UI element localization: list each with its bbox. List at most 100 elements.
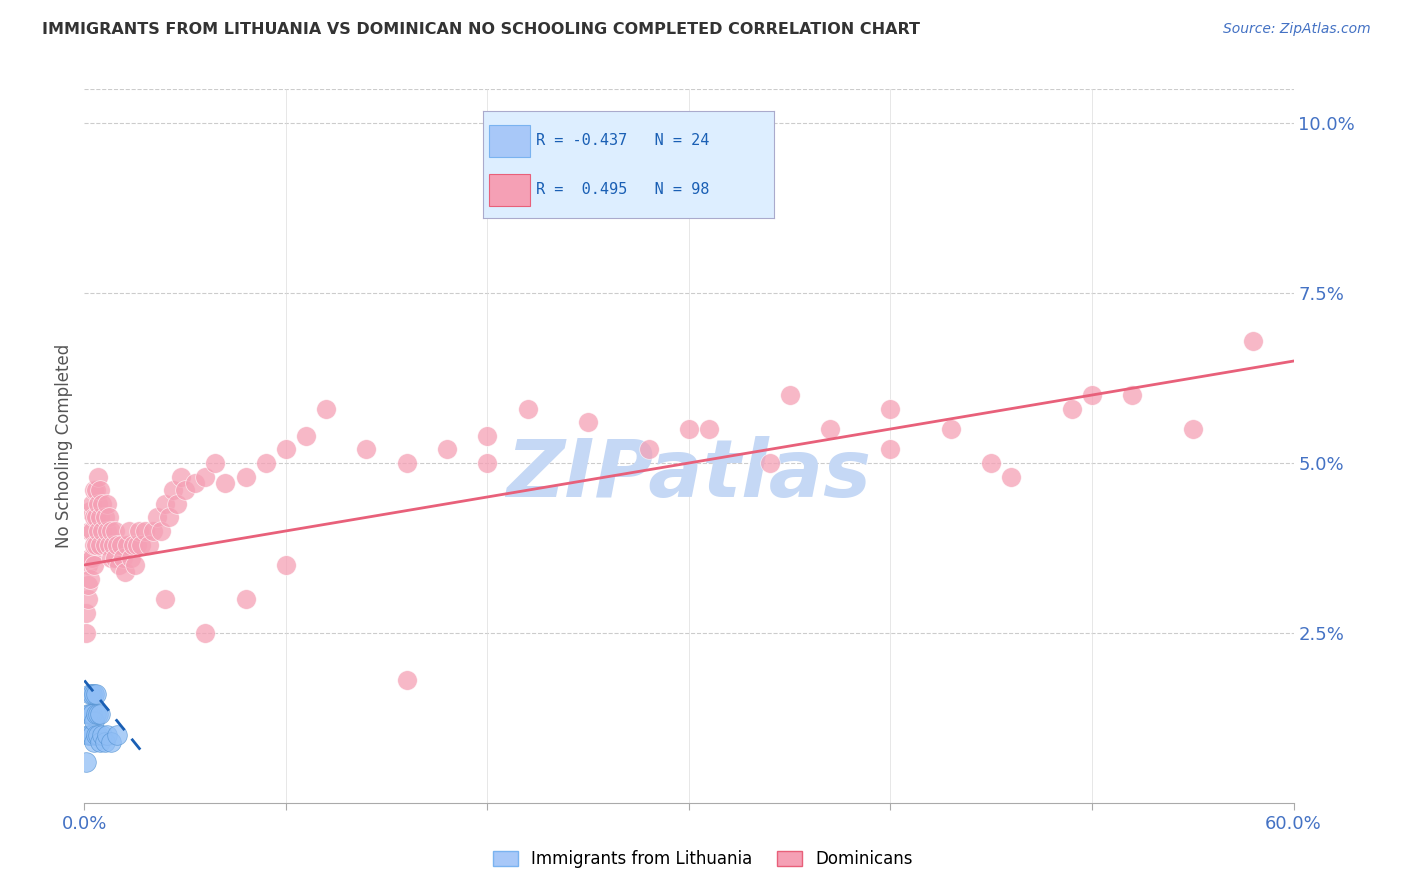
Y-axis label: No Schooling Completed: No Schooling Completed — [55, 344, 73, 548]
Point — [980, 456, 1002, 470]
Point — [111, 551, 134, 566]
Point — [86, 510, 108, 524]
Point — [77, 558, 100, 572]
Point — [97, 537, 120, 551]
Point — [214, 476, 236, 491]
Point — [1060, 401, 1083, 416]
Point — [194, 469, 217, 483]
Point — [637, 442, 659, 457]
Point — [83, 558, 105, 572]
Point — [678, 422, 700, 436]
Point — [79, 572, 101, 586]
Point — [1181, 422, 1204, 436]
Point — [356, 442, 378, 457]
Point — [118, 524, 141, 538]
Point — [114, 565, 136, 579]
Point — [818, 422, 841, 436]
Point — [75, 755, 97, 769]
Point — [79, 524, 101, 538]
Point — [104, 551, 127, 566]
Point — [86, 707, 108, 722]
Point — [138, 537, 160, 551]
Point — [87, 524, 110, 538]
Point — [79, 687, 101, 701]
Point — [82, 707, 104, 722]
Point — [96, 728, 118, 742]
Point — [97, 510, 120, 524]
Point — [105, 537, 128, 551]
Point — [204, 456, 226, 470]
Point — [91, 728, 114, 742]
Point — [153, 497, 176, 511]
Point — [274, 558, 297, 572]
Point — [157, 510, 180, 524]
Point — [100, 524, 122, 538]
Point — [87, 497, 110, 511]
Point — [477, 429, 499, 443]
Point — [91, 497, 114, 511]
Point — [436, 442, 458, 457]
Point — [516, 401, 538, 416]
Point — [82, 551, 104, 566]
Point — [295, 429, 318, 443]
Point — [758, 456, 780, 470]
Point — [79, 728, 101, 742]
Point — [879, 401, 901, 416]
Point — [87, 728, 110, 742]
Point — [146, 510, 169, 524]
Point — [83, 510, 105, 524]
Point — [1081, 388, 1104, 402]
Point — [315, 401, 337, 416]
Point — [101, 537, 124, 551]
Point — [75, 606, 97, 620]
Point — [89, 483, 111, 498]
Point — [86, 537, 108, 551]
Point — [576, 415, 599, 429]
Point — [77, 728, 100, 742]
Text: IMMIGRANTS FROM LITHUANIA VS DOMINICAN NO SCHOOLING COMPLETED CORRELATION CHART: IMMIGRANTS FROM LITHUANIA VS DOMINICAN N… — [42, 22, 920, 37]
Point — [142, 524, 165, 538]
Point — [87, 707, 110, 722]
Point — [110, 537, 132, 551]
Point — [83, 714, 105, 729]
Point — [254, 456, 277, 470]
Point — [77, 578, 100, 592]
Point — [124, 558, 146, 572]
Point — [100, 734, 122, 748]
Point — [89, 734, 111, 748]
Point — [128, 524, 150, 538]
Point — [82, 728, 104, 742]
Point — [274, 442, 297, 457]
Text: Source: ZipAtlas.com: Source: ZipAtlas.com — [1223, 22, 1371, 37]
Point — [82, 524, 104, 538]
Point — [1000, 469, 1022, 483]
Point — [100, 551, 122, 566]
Point — [104, 524, 127, 538]
Point — [83, 687, 105, 701]
Point — [105, 728, 128, 742]
Point — [86, 728, 108, 742]
Point — [91, 524, 114, 538]
Point — [86, 687, 108, 701]
Point — [170, 469, 193, 483]
Point — [79, 503, 101, 517]
Point — [96, 524, 118, 538]
Point — [121, 537, 143, 551]
Point — [83, 483, 105, 498]
Point — [395, 456, 418, 470]
Point — [1241, 334, 1264, 348]
Point — [879, 442, 901, 457]
Point — [149, 524, 172, 538]
Point — [129, 537, 152, 551]
Point — [96, 497, 118, 511]
Point — [79, 707, 101, 722]
Point — [120, 551, 142, 566]
Point — [1121, 388, 1143, 402]
Point — [93, 734, 115, 748]
Point — [395, 673, 418, 688]
Point — [166, 497, 188, 511]
Point — [83, 537, 105, 551]
Point — [162, 483, 184, 498]
Point — [115, 537, 138, 551]
Point — [75, 626, 97, 640]
